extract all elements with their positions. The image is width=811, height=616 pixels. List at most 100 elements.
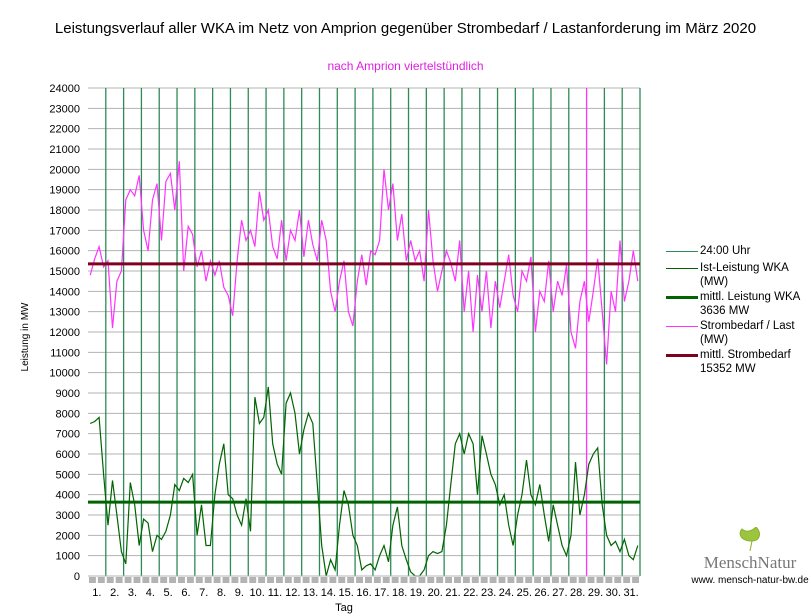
x-tick-mark	[311, 577, 319, 583]
x-tick-mark	[186, 577, 194, 583]
x-tick-mark	[133, 577, 141, 583]
x-tick-label: 25.	[517, 587, 532, 599]
legend-label: mittl. Strombedarf	[700, 349, 791, 361]
x-axis-label: Tag	[335, 602, 353, 614]
legend-item-wind-mean: mittl. Leistung WKA 3636 MW	[666, 290, 800, 318]
x-tick-label: 12.	[285, 587, 300, 599]
chart-title: Leistungsverlauf aller WKA im Netz von A…	[54, 20, 757, 37]
x-tick-label: 9.	[235, 587, 244, 599]
x-tick-label: 19.	[410, 587, 425, 599]
x-tick-mark	[534, 577, 542, 583]
x-tick-label: 14.	[321, 587, 336, 599]
x-tick-label: 8.	[217, 587, 226, 599]
x-tick-mark	[365, 577, 372, 583]
legend-label: Ist-Leistung WKA	[700, 262, 789, 274]
x-tick-mark	[258, 577, 266, 583]
x-tick-label: 27.	[552, 587, 567, 599]
y-tick-label: 13000	[49, 307, 80, 319]
legend-label: mittl. Leistung WKA	[700, 291, 801, 303]
y-tick-label: 18000	[49, 205, 80, 217]
y-tick-label: 23000	[49, 103, 80, 115]
legend-label: (MW)	[700, 334, 729, 346]
x-tick-mark	[338, 577, 346, 583]
legend-label: (MW)	[700, 276, 729, 288]
x-tick-mark	[587, 577, 595, 583]
x-tick-mark	[231, 577, 239, 583]
y-tick-label: 5000	[56, 469, 80, 481]
y-tick-label: 10000	[49, 368, 80, 380]
x-tick-mark	[578, 577, 586, 583]
x-tick-label: 20.	[428, 587, 443, 599]
x-tick-label: 5.	[164, 587, 173, 599]
x-tick-mark	[204, 577, 212, 583]
y-tick-label: 8000	[56, 408, 80, 420]
x-tick-mark	[409, 577, 417, 583]
x-tick-mark	[124, 577, 132, 583]
y-axis-label: Leistung in MW	[20, 302, 31, 371]
x-tick-mark	[391, 577, 399, 583]
y-tick-label: 21000	[49, 144, 80, 156]
y-tick-label: 14000	[49, 286, 80, 298]
x-tick-label: 11.	[268, 587, 282, 599]
x-tick-mark	[178, 577, 185, 583]
x-tick-label: 29.	[588, 587, 603, 599]
legend-label: 3636 MW	[700, 305, 750, 317]
y-tick-label: 4000	[56, 490, 80, 502]
x-tick-mark	[169, 577, 177, 583]
x-tick-mark	[347, 577, 355, 583]
x-tick-mark	[213, 577, 221, 583]
x-tick-label: 18.	[392, 587, 407, 599]
logo-url: www. mensch-natur-bw.de	[691, 575, 809, 586]
y-tick-label: 11000	[50, 347, 80, 359]
legend-item-demand-mean: mittl. Strombedarf 15352 MW	[666, 348, 800, 376]
x-tick-mark	[418, 577, 426, 583]
y-tick-label: 17000	[49, 225, 80, 237]
x-tick-mark	[373, 577, 381, 583]
x-tick-label: 1.	[92, 587, 101, 599]
legend-item-day-line: 24:00 Uhr	[666, 244, 800, 258]
x-tick-label: 6.	[181, 587, 190, 599]
y-tick-label: 24000	[49, 83, 80, 95]
x-tick-label: 2.	[110, 587, 119, 599]
y-tick-label: 1000	[56, 551, 80, 563]
y-tick-label: 2000	[56, 530, 80, 542]
x-tick-mark	[516, 577, 524, 583]
ginkgo-leaf-icon	[739, 527, 760, 552]
x-tick-mark	[436, 577, 444, 583]
x-tick-label: 23.	[481, 587, 496, 599]
x-tick-label: 26.	[534, 587, 549, 599]
x-tick-mark	[97, 577, 105, 583]
x-tick-mark	[329, 577, 337, 583]
x-tick-label: 7.	[199, 587, 208, 599]
x-tick-mark	[284, 577, 292, 583]
x-tick-mark	[489, 577, 497, 583]
x-tick-mark	[605, 577, 613, 583]
x-tick-mark	[160, 577, 168, 583]
y-tick-label: 3000	[56, 510, 80, 522]
x-tick-mark	[596, 577, 604, 583]
x-tick-mark	[89, 577, 96, 583]
x-tick-mark	[560, 577, 568, 583]
y-tick-label: 22000	[49, 124, 80, 136]
x-tick-label: 15.	[339, 587, 354, 599]
x-tick-mark	[445, 577, 453, 583]
x-tick-mark	[195, 577, 203, 583]
x-tick-mark	[151, 577, 159, 583]
x-tick-mark	[480, 577, 488, 583]
series-line	[89, 386, 639, 577]
series-line	[89, 161, 639, 365]
x-tick-mark	[382, 577, 390, 583]
x-tick-mark	[427, 577, 435, 583]
x-tick-mark	[267, 577, 274, 583]
logo: MenschNatur www. mensch-natur-bw.de	[690, 527, 810, 586]
x-tick-mark	[400, 577, 408, 583]
y-tick-label: 16000	[49, 246, 80, 258]
x-tick-label: 22.	[463, 587, 478, 599]
legend-label: 24:00 Uhr	[700, 245, 751, 257]
x-tick-mark	[543, 577, 550, 583]
x-tick-mark	[614, 577, 622, 583]
x-tick-mark	[569, 577, 577, 583]
x-tick-mark	[240, 577, 248, 583]
x-tick-label: 31.	[623, 587, 638, 599]
